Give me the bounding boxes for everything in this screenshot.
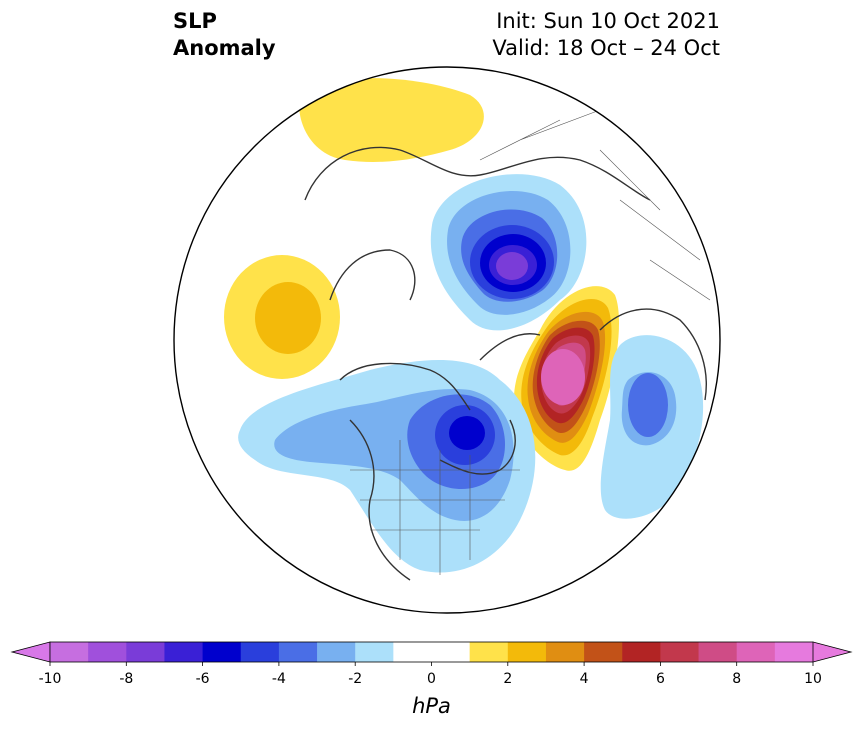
colorbar-extend-min [10,641,51,663]
anomaly-low-arctic [430,174,587,331]
anomaly-high-west [224,255,340,379]
colorbar-bin [469,642,509,662]
title-line-2: Anomaly [173,36,276,60]
colorbar-bin [50,642,89,662]
anomaly-low-north-america [238,360,536,573]
colorbar-unit: hPa [412,694,451,718]
anomaly-high-arctic-north [299,78,484,162]
colorbar-tick-label: -2 [348,671,362,687]
colorbar-bin [278,642,318,662]
colorbar-bin [393,642,432,662]
colorbar-bin [698,642,738,662]
title-line-1: SLP [173,9,217,33]
colorbar: -10 -8 -6 -4 -2 0 2 4 6 8 10 [10,641,853,687]
polar-map [173,66,721,614]
colorbar-tick-label: -6 [196,671,210,687]
colorbar-bin [622,642,661,662]
colorbar-bin [164,642,204,662]
colorbar-tick-label: 2 [503,671,512,687]
colorbar-bin [88,642,127,662]
colorbar-bin [584,642,623,662]
init-date: Init: Sun 10 Oct 2021 [496,9,720,33]
colorbar-bin [317,642,356,662]
map-disk [174,67,720,613]
colorbar-tick-label: 8 [732,671,741,687]
political-borders [350,109,711,575]
colorbar-tick-label: -10 [39,671,62,687]
colorbar-bin [774,642,814,662]
anomaly-low-europe [600,335,704,519]
chart-title: SLP Anomaly [173,8,276,62]
colorbar-bin [507,642,547,662]
colorbar-tick-label: 6 [656,671,665,687]
colorbar-bin [736,642,776,662]
colorbar-tick-label: 4 [580,671,589,687]
colorbar-bin [545,642,585,662]
colorbar-bin [660,642,700,662]
colorbar-bin [126,642,165,662]
colorbar-bin [431,642,471,662]
map-boundary [173,66,721,614]
colorbar-bin [355,642,394,662]
forecast-info: Init: Sun 10 Oct 2021 Valid: 18 Oct – 24… [492,8,720,62]
colorbar-bin [240,642,280,662]
colorbar-tick-label: 0 [427,671,436,687]
colorbar-tick-label: 10 [804,671,822,687]
colorbar-extend-max [812,641,853,663]
anomaly-high-greenland [514,286,620,471]
colorbar-tick-label: -4 [272,671,286,687]
colorbar-bin [202,642,242,662]
valid-range: Valid: 18 Oct – 24 Oct [492,36,720,60]
colorbar-tick-label: -8 [119,671,133,687]
